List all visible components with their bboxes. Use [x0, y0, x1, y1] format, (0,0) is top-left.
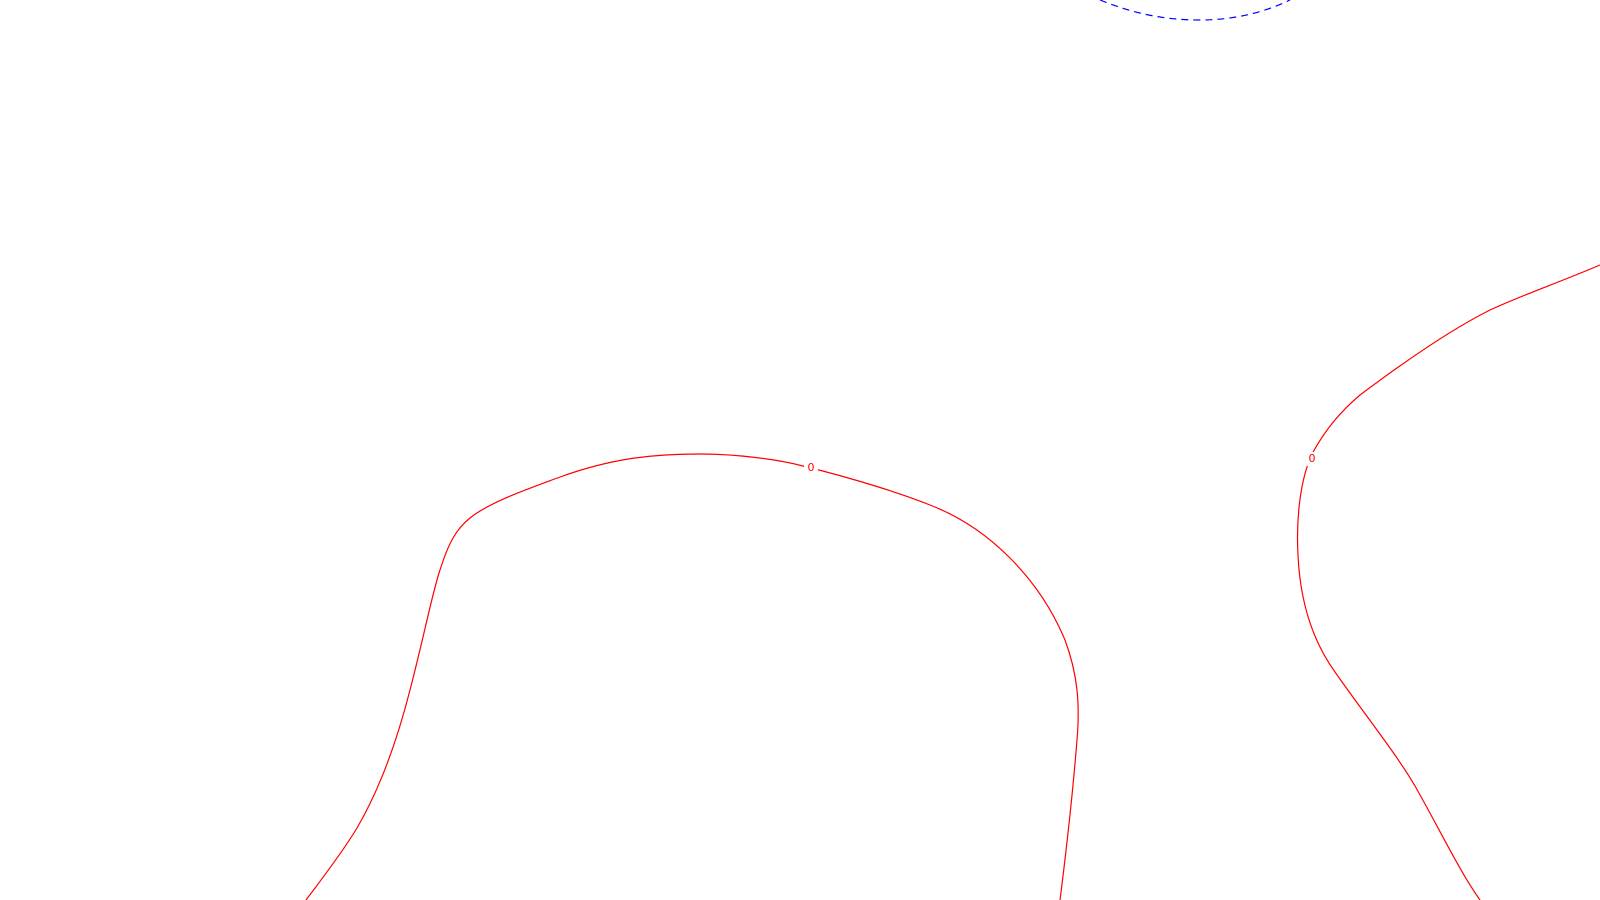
contour-label-left-arch: 0 [808, 461, 815, 474]
red-contour-left-arch [305, 453, 1079, 900]
label-left-background [804, 461, 818, 475]
contour-label-right-curve: 0 [1309, 452, 1316, 465]
label-right-background [1305, 452, 1319, 466]
blue-dashed-contour [1099, 0, 1291, 21]
red-contour-right-curve [1296, 264, 1600, 900]
